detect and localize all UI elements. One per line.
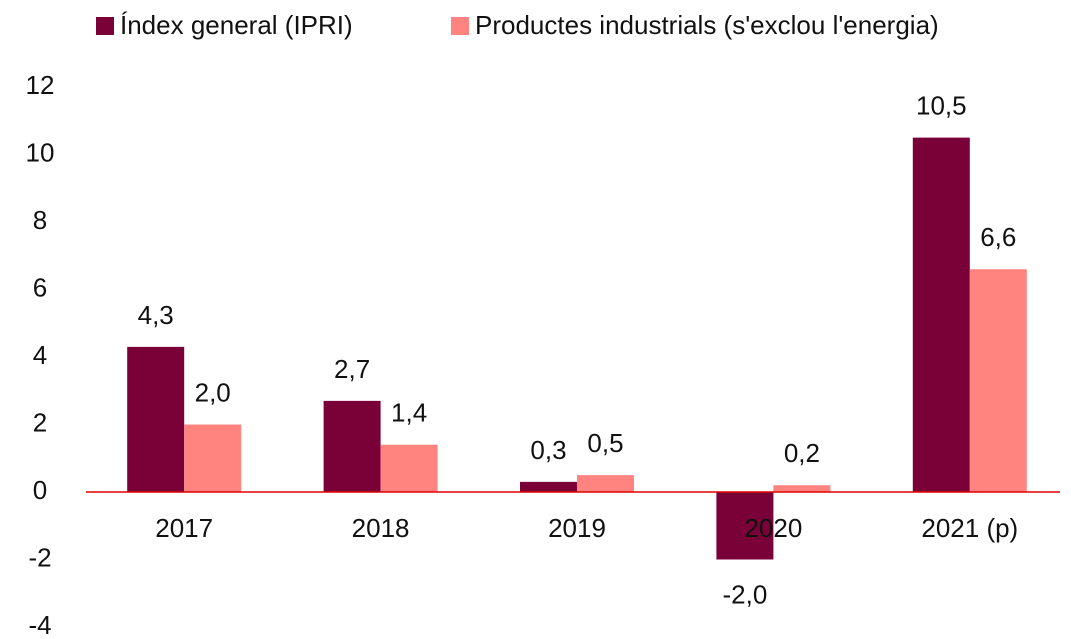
y-tick-label: 0 [33,475,47,505]
bar [184,424,242,492]
y-tick-label: 10 [26,137,55,167]
y-tick-label: 6 [33,272,47,302]
y-tick-label: -2 [28,542,51,572]
x-tick-label: 2018 [352,513,410,543]
value-label: 0,2 [784,438,820,468]
bar [323,400,381,492]
value-label: 1,4 [391,398,427,428]
value-label: 4,3 [138,300,174,330]
y-tick-label: 2 [33,407,47,437]
x-tick-label: 2017 [155,513,213,543]
value-label: 2,7 [334,354,370,384]
value-label: -2,0 [722,579,767,609]
legend-label: Índex general (IPRI) [120,10,353,40]
value-label: 2,0 [195,377,231,407]
bar [520,481,577,492]
y-tick-label: 12 [26,70,55,100]
bar [380,444,438,492]
value-label: 0,5 [587,428,623,458]
x-tick-label: 2019 [548,513,606,543]
legend-swatch [96,17,114,35]
value-label: 0,3 [530,435,566,465]
y-tick-label: 8 [33,205,47,235]
y-tick-label: -4 [28,610,51,639]
x-tick-label: 2021 (p) [921,513,1018,543]
bar [577,475,634,492]
y-tick-label: 4 [33,340,47,370]
legend-swatch [451,17,469,35]
bar [773,485,831,492]
bar [716,492,774,560]
value-label: 10,5 [916,91,967,121]
x-tick-label: 2020 [744,513,802,543]
bar [969,269,1027,492]
legend-label: Productes industrials (s'exclou l'energi… [475,10,939,40]
bar [912,137,970,492]
value-label: 6,6 [980,222,1016,252]
bar [127,346,185,492]
